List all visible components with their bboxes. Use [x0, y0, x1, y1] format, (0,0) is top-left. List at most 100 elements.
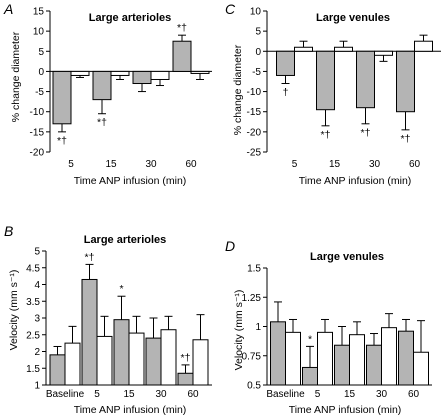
panel-c-ytick-label-4: -5 — [252, 67, 261, 78]
panel-c-xlabel: Time ANP infusion (min) — [299, 175, 412, 187]
panel-b-xtick-label-3: 30 — [155, 389, 167, 400]
panel-c-bar-s0-0 — [276, 50, 295, 76]
panel-d-xlabel: Time ANP infusion (min) — [289, 404, 402, 416]
panel-c-bar-s0-1 — [316, 50, 335, 111]
panel-d-xtick-label-3: 30 — [376, 389, 388, 400]
panel-b-ytick-label-2: 2 — [34, 347, 40, 358]
panel-d-title: Large venules — [310, 251, 384, 263]
panel-a-bar-s0-0 — [52, 70, 72, 125]
panel-c-ytick-label-7: 10 — [250, 7, 262, 18]
panel-a-xtick-label-2: 30 — [145, 159, 157, 170]
panel-b-annotation-2: *† — [181, 352, 191, 364]
panel-b-ylabel: Velocity (mm s⁻¹) — [8, 270, 20, 351]
panel-c-ylabel: % change diameter — [232, 44, 244, 135]
panel-b-xlabel: Time ANP infusion (min) — [74, 404, 187, 416]
panel-d-plot: 0.5 0.75 1 1.25 1.5 Baseline 5 15 30 60 * — [242, 264, 432, 400]
panel-d-bar-s0-4 — [398, 330, 414, 386]
panel-c-annotation-1: *† — [321, 129, 331, 141]
panel-c-title: Large venules — [316, 12, 390, 24]
panel-b: B Large arterioles Velocity (mm s⁻¹) Tim… — [4, 223, 212, 416]
panel-c-letter: C — [225, 1, 236, 17]
panel-d-ytick-label-1: 0.75 — [242, 351, 262, 362]
panel-c-plot: -25 -20 -15 -10 -5 0 5 10 5 15 30 60 † *† *† *† — [247, 7, 441, 170]
panel-c-annotation-3: *† — [401, 133, 411, 145]
panel-c-bar-s1-2 — [374, 50, 393, 56]
panel-a-xtick-label-3: 60 — [185, 159, 197, 170]
panel-c-bar-s1-1 — [334, 46, 353, 52]
panel-d-bar-s1-1 — [317, 331, 333, 386]
panel-b-xtick-label-4: 60 — [187, 389, 199, 400]
panel-b-letter: B — [4, 223, 13, 239]
panel-d-bar-s1-0 — [285, 331, 301, 386]
panel-b-ytick-label-5: 3.5 — [26, 297, 40, 308]
panel-b-bar-s0-1 — [81, 278, 98, 386]
panel-b-ytick-label-6: 4 — [34, 280, 40, 291]
panel-c-ytick-label-1: -20 — [247, 127, 262, 138]
panel-a-xtick-label-0: 5 — [68, 159, 74, 170]
panel-b-xtick-label-1: 5 — [94, 389, 100, 400]
panel-d-xtick-label-1: 5 — [315, 389, 321, 400]
panel-b-bar-s0-3 — [145, 337, 162, 386]
panel-d-bar-s0-0 — [270, 321, 286, 386]
panel-c-annotation-0: † — [283, 87, 289, 99]
panel-d-bar-s1-4 — [413, 351, 429, 386]
panel-a-bar-s0-1 — [92, 70, 112, 101]
panel-c-xtick-label-0: 5 — [292, 159, 298, 170]
panel-d-xtick-label-4: 60 — [408, 389, 420, 400]
panel-d-ylabel: Velocity (mm s⁻¹) — [233, 290, 245, 371]
panel-a-plot: -20 -15 -10 -5 0 5 10 15 5 15 30 60 *† *† *† — [30, 7, 212, 170]
panel-c-ytick-label-6: 5 — [255, 27, 261, 38]
panel-a-ytick-label-2: -10 — [30, 107, 45, 118]
panel-c-bar-s0-3 — [396, 50, 415, 113]
panel-c-bar-s1-3 — [414, 40, 433, 52]
panel-b-title: Large arterioles — [84, 234, 167, 246]
panel-a-ytick-label-4: 0 — [38, 67, 44, 78]
panel-a-xlabel: Time ANP infusion (min) — [74, 175, 187, 187]
panel-b-bar-s1-1 — [96, 335, 113, 386]
panel-a-annotation-2: *† — [177, 22, 187, 34]
panel-b-bar-s0-0 — [49, 354, 66, 386]
panel-d-ytick-label-0: 0.5 — [247, 381, 261, 392]
panel-a-bar-s1-2 — [150, 70, 170, 80]
panel-d-bar-s0-2 — [334, 344, 350, 386]
panel-c-ytick-label-3: -10 — [247, 87, 262, 98]
panel-c-bar-s0-2 — [356, 50, 375, 109]
panel-a-bar-s1-0 — [70, 70, 90, 76]
panel-d-ytick-label-4: 1.5 — [247, 264, 261, 275]
panel-a-title: Large arterioles — [89, 12, 172, 24]
panel-c-ytick-label-5: 0 — [255, 47, 261, 58]
panel-a-ytick-label-6: 10 — [33, 27, 45, 38]
panel-d-xtick-label-2: 15 — [344, 389, 356, 400]
panel-b-xtick-label-2: 15 — [123, 389, 135, 400]
panel-a-annotation-0: *† — [57, 135, 67, 147]
panel-b-bar-s0-2 — [113, 319, 130, 386]
panel-a-ytick-label-5: 5 — [38, 47, 44, 58]
panel-a-ytick-label-3: -5 — [35, 87, 44, 98]
panel-a-ytick-label-0: -20 — [30, 148, 45, 159]
panel-a-xtick-label-1: 15 — [105, 159, 117, 170]
panel-b-ytick-label-8: 5 — [34, 247, 40, 258]
panel-a-letter: A — [3, 1, 13, 17]
panel-a-bar-s1-1 — [110, 70, 130, 76]
panel-a-annotation-1: *† — [97, 117, 107, 129]
panel-d-ytick-label-3: 1.25 — [242, 293, 262, 304]
panel-d-bar-s1-2 — [349, 334, 365, 386]
panel-c-bar-s1-0 — [294, 46, 313, 52]
panel-b-plot: 1 1.5 2 2.5 3 3.5 4 4.5 5 Baseline 5 15 30 60 *† * *† — [26, 247, 212, 400]
panel-d-bar-s0-3 — [366, 344, 382, 386]
panel-c-xtick-label-1: 15 — [329, 159, 341, 170]
panel-d-bar-s1-3 — [381, 327, 397, 386]
panel-b-ytick-label-0: 1 — [34, 381, 40, 392]
panel-a-ytick-label-1: -15 — [30, 127, 45, 138]
panel-a-bar-s0-2 — [132, 70, 152, 85]
panel-a: A Large arterioles % change diameter Tim… — [3, 1, 212, 187]
panel-c-xtick-label-2: 30 — [369, 159, 381, 170]
panel-a-bar-s1-3 — [190, 70, 210, 74]
panel-b-ytick-label-3: 2.5 — [26, 330, 40, 341]
panel-b-bar-s1-3 — [160, 329, 177, 386]
panel-a-ylabel: % change diameter — [10, 31, 22, 122]
panel-b-bar-s1-0 — [64, 342, 81, 386]
panel-b-ytick-label-7: 4.5 — [26, 263, 40, 274]
panel-d: D Large venules Velocity (mm s⁻¹) Time A… — [225, 238, 432, 416]
